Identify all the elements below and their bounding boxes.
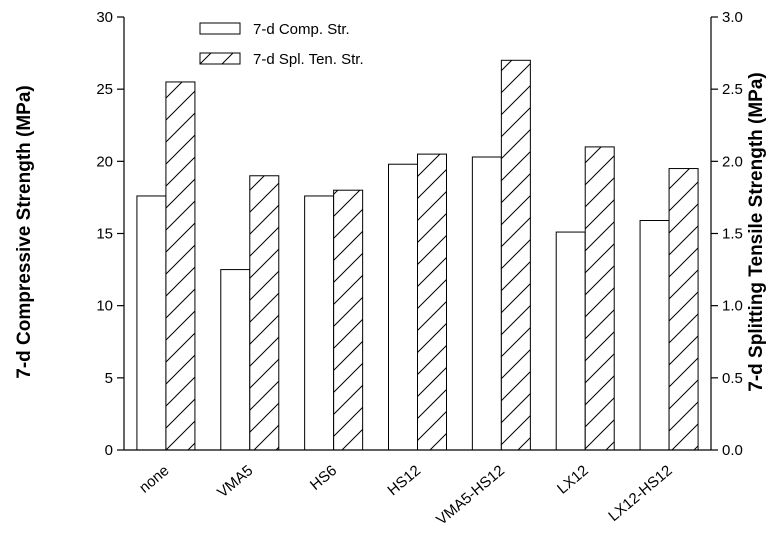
bar-spl-none — [165, 81, 196, 451]
x-tick-label: VMA5 — [214, 462, 256, 501]
y-tick-right-label: 1.5 — [722, 226, 743, 243]
y-tick-right-label: 2.0 — [722, 153, 743, 170]
bar-comp-hs6 — [304, 195, 335, 451]
bar-spl-vma5-hs12 — [500, 59, 531, 451]
x-tick-label: LX12 — [554, 462, 592, 498]
legend-swatch-spl — [199, 52, 241, 65]
legend-label-spl: 7-d Spl. Ten. Str. — [253, 51, 364, 68]
bar-comp-hs12 — [388, 163, 418, 451]
bar-comp-vma5 — [220, 269, 251, 451]
bar-comp-lx12 — [555, 231, 586, 451]
x-tick-label: none — [136, 462, 172, 496]
bar-spl-vma5 — [249, 175, 280, 451]
y-tick-right-label: 0.0 — [722, 442, 743, 459]
bar-spl-lx12 — [584, 146, 615, 451]
y-tick-left-label: 10 — [96, 298, 113, 315]
x-tick-label: VMA5-HS12 — [433, 462, 508, 529]
y-axis-title-left: 7-d Compressive Strength (MPa) — [14, 85, 35, 379]
y-ticks-right: 0.0 0.5 1.0 1.5 2.0 2.5 3.0 — [711, 9, 743, 459]
x-tick-label: LX12-HS12 — [605, 462, 675, 525]
legend: 7-d Comp. Str. 7-d Spl. Ten. Str. — [199, 21, 364, 68]
legend-label-comp: 7-d Comp. Str. — [253, 21, 350, 38]
bar-comp-lx12-hs12 — [639, 220, 670, 451]
bar-comp-none — [136, 195, 167, 451]
y-tick-left-label: 20 — [96, 153, 113, 170]
x-ticks: none VMA5 HS6 HS12 VMA5-HS12 LX12 LX12-HS12 — [136, 462, 676, 529]
bar-spl-hs6 — [333, 189, 364, 451]
x-tick-label: HS12 — [384, 462, 424, 499]
y-tick-left-label: 15 — [96, 226, 113, 243]
y-tick-right-label: 1.0 — [722, 298, 743, 315]
bar-spl-hs12 — [417, 153, 447, 451]
y-tick-right-label: 0.5 — [722, 370, 743, 387]
y-tick-right-label: 3.0 — [722, 9, 743, 26]
bars-group — [136, 59, 699, 451]
y-tick-left-label: 0 — [105, 442, 113, 459]
y-tick-right-label: 2.5 — [722, 81, 743, 98]
y-tick-left-label: 30 — [96, 9, 113, 26]
x-tick-label: HS6 — [307, 462, 340, 494]
y-tick-left-label: 5 — [105, 370, 113, 387]
bar-comp-vma5-hs12 — [471, 156, 502, 451]
y-tick-left-label: 25 — [96, 81, 113, 98]
bar-spl-lx12-hs12 — [668, 168, 699, 451]
y-axis-title-right: 7-d Splitting Tensile Strength (MPa) — [746, 72, 767, 391]
legend-swatch-comp — [199, 22, 241, 35]
y-ticks-left: 0 5 10 15 20 25 30 — [96, 9, 124, 459]
